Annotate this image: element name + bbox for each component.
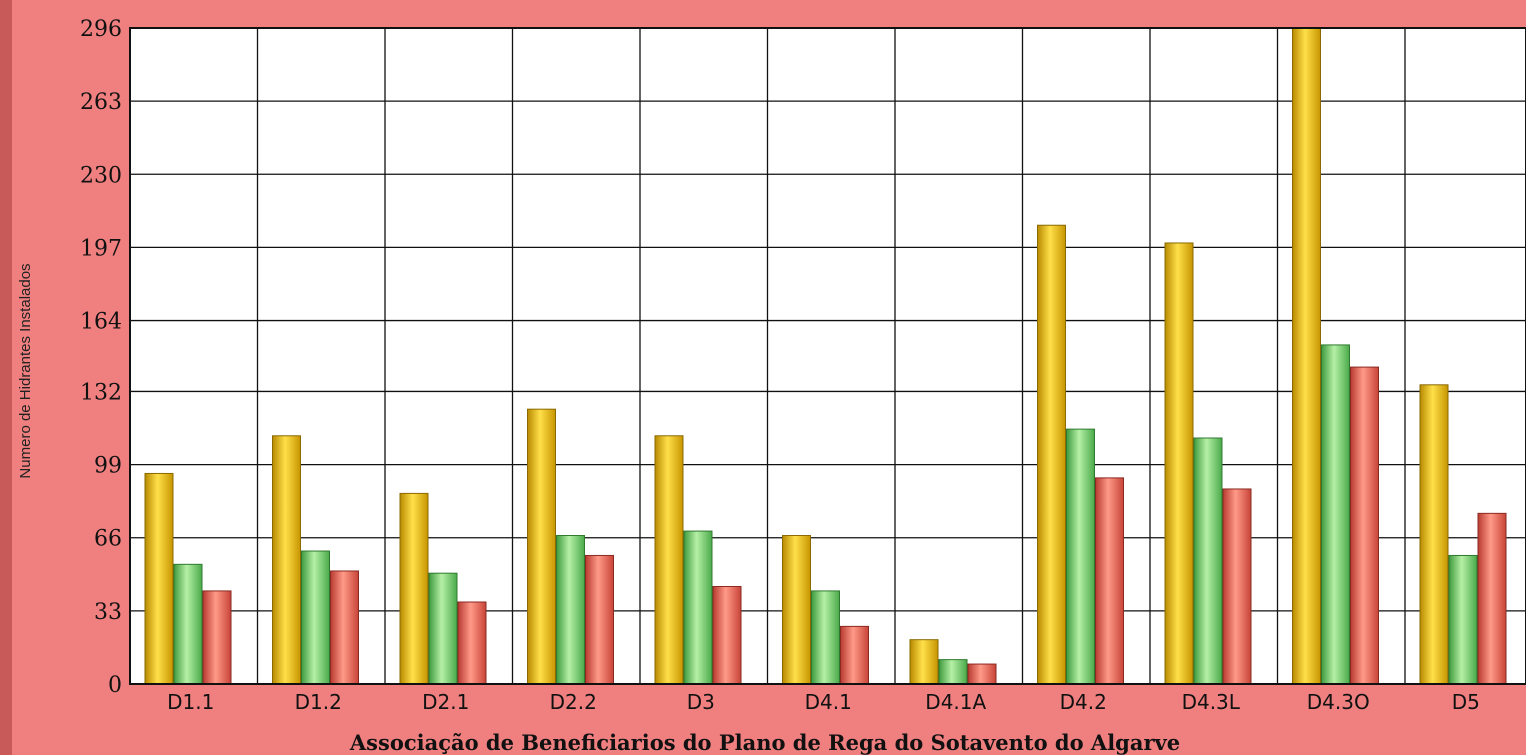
x-tick-label: D4.2 <box>1060 690 1107 714</box>
bar <box>1350 366 1379 685</box>
x-tick-label: D4.1A <box>925 690 986 714</box>
bar <box>556 535 585 685</box>
bar <box>173 563 203 685</box>
bar <box>527 408 556 685</box>
bar <box>301 550 330 685</box>
x-tick-label: D1.1 <box>167 690 214 714</box>
y-tick-label: 164 <box>80 310 122 335</box>
bars <box>144 27 1507 685</box>
x-axis: D1.1 D1.2 D2.1 D2.2 D3 D4.1 D4.1A D4.2 D4.3L D4.3… <box>167 690 1480 714</box>
x-tick-label: D4.1 <box>805 690 852 714</box>
x-tick-label: D2.2 <box>550 690 597 714</box>
bar <box>1222 488 1252 685</box>
bar <box>1419 384 1449 685</box>
bar <box>683 530 713 685</box>
y-tick-label: 99 <box>94 454 122 479</box>
bar <box>1477 512 1507 685</box>
y-tick-label: 263 <box>80 90 122 115</box>
bar <box>457 601 487 685</box>
bar <box>909 639 939 685</box>
bar <box>840 625 869 685</box>
y-axis: 0 33 66 99 132 164 197 230 263 296 <box>80 17 122 698</box>
bar <box>330 570 359 685</box>
bar <box>1193 437 1223 685</box>
x-tick-label: D4.3O <box>1307 690 1370 714</box>
y-tick-label: 132 <box>80 380 122 405</box>
y-tick-label: 0 <box>108 673 122 698</box>
y-axis-label: Numero de Hidrantes Instalados <box>17 263 34 478</box>
bar <box>654 435 684 685</box>
x-tick-label: D1.2 <box>295 690 342 714</box>
bar <box>811 590 840 685</box>
bar <box>585 554 614 685</box>
bar <box>428 572 458 685</box>
y-tick-label: 296 <box>80 17 122 42</box>
bar <box>782 535 811 685</box>
left-edge-strip <box>0 0 12 755</box>
y-tick-label: 33 <box>94 600 122 625</box>
bar <box>202 590 232 685</box>
bar <box>1037 224 1066 685</box>
y-tick-label: 66 <box>94 527 122 552</box>
bar <box>938 659 968 685</box>
y-tick-label: 230 <box>80 163 122 188</box>
bar <box>1448 554 1478 685</box>
x-tick-label: D2.1 <box>422 690 469 714</box>
x-tick-label: D3 <box>687 690 715 714</box>
bar <box>144 472 174 685</box>
plot-frame <box>129 27 1526 685</box>
y-tick-label: 197 <box>80 236 122 261</box>
bar <box>1095 477 1124 685</box>
bar <box>1164 242 1194 685</box>
bar <box>399 492 429 685</box>
bar <box>1321 344 1350 685</box>
bar <box>712 585 742 685</box>
x-tick-label: D4.3L <box>1182 690 1241 714</box>
bar <box>272 435 301 685</box>
bar <box>1292 27 1321 685</box>
x-axis-label: Associação de Beneficiarios do Plano de … <box>349 730 1180 755</box>
bar <box>967 663 997 685</box>
bar <box>1066 428 1095 685</box>
x-tick-label: D5 <box>1452 690 1480 714</box>
